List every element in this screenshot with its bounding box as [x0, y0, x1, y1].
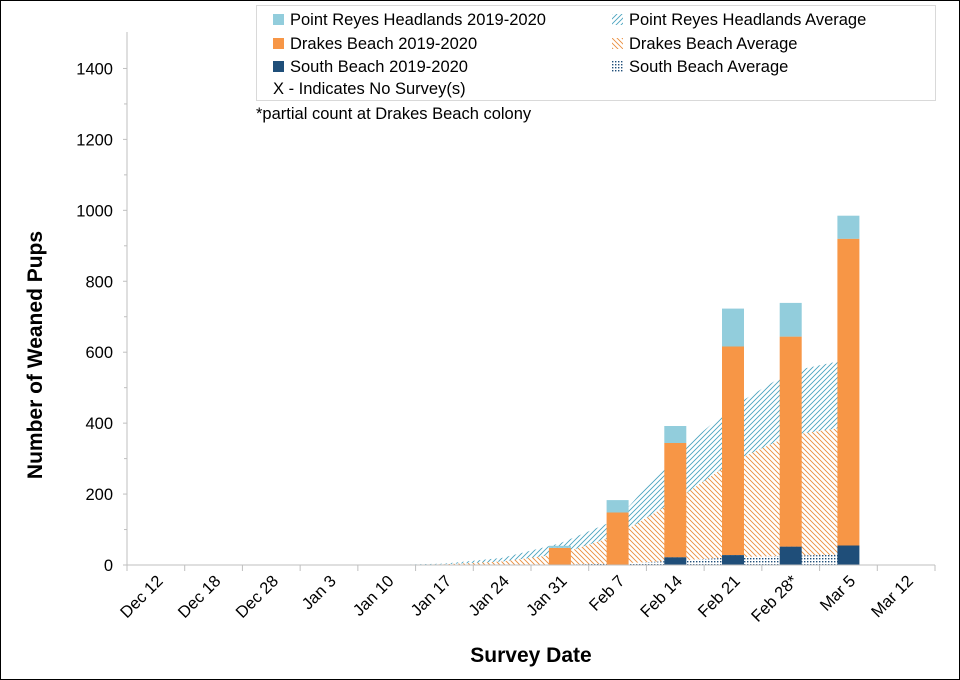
legend-label-db-average: Drakes Beach Average — [629, 35, 798, 53]
x-tick-label: Jan 10 — [350, 572, 398, 620]
legend-swatch-db-2019 — [273, 38, 284, 49]
y-tick-label: 1400 — [76, 60, 113, 78]
y-tick-label: 400 — [85, 415, 113, 433]
legend-item-sb-2019: South Beach 2019-2020 — [273, 57, 468, 77]
x-tick-label: Jan 3 — [299, 572, 340, 613]
bar-point-reyes-headlands-2019-2020-feb-28 — [779, 302, 802, 337]
y-tick-label: 1200 — [76, 131, 113, 149]
legend-item-pr-2019: Point Reyes Headlands 2019-2020 — [273, 10, 546, 30]
bar-drakes-beach-2019-2020-feb-28 — [779, 336, 802, 547]
y-tick-label: 800 — [85, 273, 113, 291]
y-tick-label: 1000 — [76, 202, 113, 220]
legend-label-db-2019: Drakes Beach 2019-2020 — [290, 35, 478, 53]
legend-item-db-average: Drakes Beach Average — [612, 34, 797, 54]
legend-swatch-sb-average — [612, 61, 623, 72]
bar-drakes-beach-2019-2020-feb-7 — [606, 512, 629, 565]
legend-swatch-sb-2019 — [273, 61, 284, 72]
area-point-reyes-headlands-average — [155, 359, 849, 565]
x-tick-label: Feb 7 — [586, 572, 629, 615]
y-tick-label: 600 — [85, 344, 113, 362]
bar-south-beach-2019-2020-feb-14 — [664, 557, 687, 565]
legend-label-pr-2019: Point Reyes Headlands 2019-2020 — [290, 11, 546, 29]
bar-point-reyes-headlands-2019-2020-feb-14 — [664, 426, 687, 443]
legend-item-db-2019: Drakes Beach 2019-2020 — [273, 34, 477, 54]
legend-swatch-db-average — [612, 38, 623, 49]
x-tick-label: Dec 28 — [232, 572, 282, 622]
bar-drakes-beach-2019-2020-mar-5 — [837, 238, 860, 546]
bar-south-beach-2019-2020-mar-5 — [837, 545, 860, 565]
y-tick-label: 200 — [85, 486, 113, 504]
x-tick-label: Jan 31 — [523, 572, 571, 620]
y-axis-title: Number of Weaned Pups — [24, 230, 47, 480]
chart-legend: Point Reyes Headlands 2019-2020 Point Re… — [256, 5, 936, 101]
x-tick-label: Feb 28* — [748, 572, 802, 626]
bar-point-reyes-headlands-2019-2020-feb-7 — [606, 500, 629, 513]
bar-drakes-beach-2019-2020-jan-31 — [548, 548, 571, 565]
x-tick-label: Jan 24 — [465, 572, 513, 620]
legend-item-sb-average: South Beach Average — [612, 57, 788, 77]
x-tick-label: Mar 5 — [817, 572, 860, 615]
x-tick-label: Dec 12 — [117, 572, 167, 622]
bar-point-reyes-headlands-2019-2020-mar-5 — [837, 215, 860, 239]
legend-label-sb-2019: South Beach 2019-2020 — [290, 58, 468, 76]
bar-drakes-beach-2019-2020-feb-14 — [664, 443, 687, 558]
legend-no-survey-note: X - Indicates No Survey(s) — [273, 80, 466, 98]
bar-point-reyes-headlands-2019-2020-jan-31 — [548, 545, 571, 548]
x-tick-label: Feb 14 — [637, 572, 686, 621]
x-tick-label: Mar 12 — [868, 572, 917, 621]
legend-label-pr-average: Point Reyes Headlands Average — [629, 11, 867, 29]
x-tick-label: Feb 21 — [695, 572, 744, 621]
legend-label-sb-average: South Beach Average — [629, 58, 789, 76]
legend-item-pr-average: Point Reyes Headlands Average — [612, 10, 866, 30]
x-axis-title: Survey Date — [470, 644, 592, 667]
legend-swatch-pr-2019 — [273, 14, 284, 25]
bar-south-beach-2019-2020-feb-21 — [722, 555, 744, 565]
bar-drakes-beach-2019-2020-feb-21 — [722, 346, 744, 555]
bar-point-reyes-headlands-2019-2020-feb-21 — [722, 308, 744, 347]
y-tick-label: 0 — [104, 557, 113, 575]
bar-south-beach-2019-2020-feb-28 — [779, 546, 802, 565]
partial-count-note: *partial count at Drakes Beach colony — [256, 105, 532, 123]
x-tick-label: Jan 17 — [407, 572, 455, 620]
legend-swatch-pr-average — [612, 14, 623, 25]
x-tick-label: Dec 18 — [175, 572, 225, 622]
